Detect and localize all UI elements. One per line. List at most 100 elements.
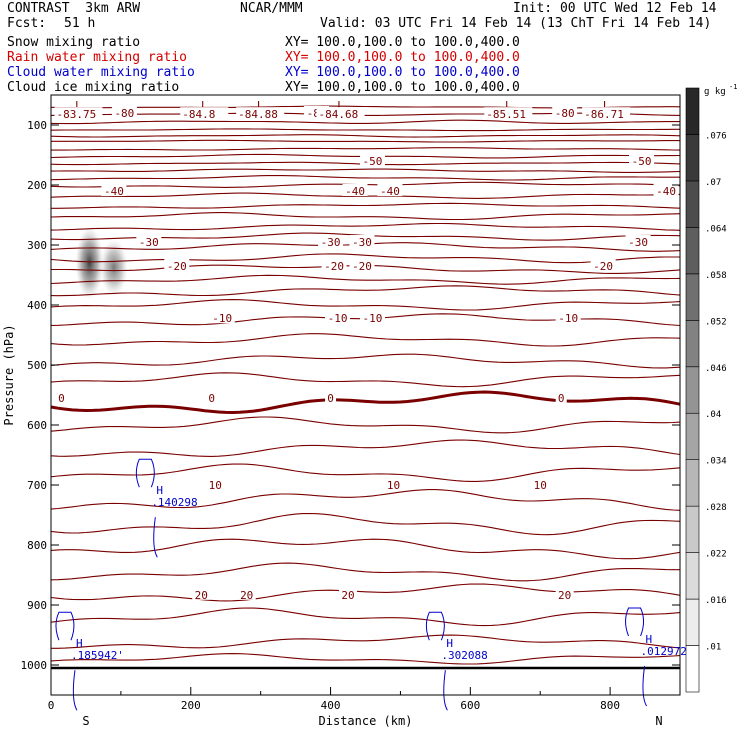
temperature-contour-line (51, 634, 681, 649)
y-axis-label: Pressure (hPa) (2, 324, 16, 425)
colorbar-label: .052 (705, 317, 727, 327)
temperature-contour-line (50, 134, 681, 138)
temperature-contour-line (50, 333, 681, 347)
contour-label-bg (349, 235, 375, 247)
contour-label: -10 (328, 312, 348, 325)
contour-label-bg (237, 587, 256, 600)
minimum-marker: L (257, 99, 264, 112)
contour-label: 20 (341, 589, 354, 602)
contour-label: -40 (380, 185, 400, 198)
contour-label: -20 (167, 260, 187, 273)
forecast-hour: 51 h (64, 16, 96, 31)
temperature-contour-line (50, 192, 681, 199)
contour-label-bg (342, 184, 368, 196)
maximum-value: .185942' (71, 649, 124, 662)
minimum-value: -85.51 (486, 108, 526, 121)
temperature-contour-line (51, 147, 681, 151)
y-tick-label: 700 (27, 479, 47, 492)
minimum-value: -86.71 (584, 108, 624, 121)
north-end-label: N (655, 714, 662, 728)
colorbar-segment (685, 227, 700, 275)
minimum-label-bg (236, 107, 285, 120)
colorbar: .01 .016 .022 .028 .034 .04 .046 .052 .058 .064 .0… (685, 83, 737, 693)
contour-label-bg (625, 235, 651, 247)
colorbar-segment (685, 273, 700, 321)
contour-label-bg (209, 311, 235, 324)
contour-label: -40 (345, 185, 365, 198)
temperature-contour-line (50, 285, 681, 297)
temperature-contour-line (50, 653, 681, 665)
colorbar-label: .034 (705, 457, 727, 467)
colorbar-segment (685, 87, 700, 135)
cloud-water-contour (625, 607, 647, 707)
contour-label: -80 (114, 107, 134, 120)
contour-label: 10 (387, 479, 400, 492)
contour-label-bg (192, 587, 211, 600)
colorbar-segment (685, 552, 700, 600)
temperature-contour-line (50, 607, 681, 627)
y-tick-label: 300 (27, 239, 47, 252)
contour-label-bg (318, 235, 344, 247)
contour-label-bg (359, 311, 385, 324)
minimum-label-bg (180, 107, 229, 120)
contour-label-bg (349, 259, 375, 271)
colorbar-segment (685, 505, 700, 553)
contour-annotations: -80-80-80-50-50-40-40-40-40-30-30-30-30-… (54, 99, 679, 602)
contour-label: -50 (632, 155, 652, 168)
field-name-cloud-water: Cloud water mixing ratio (7, 65, 195, 80)
contour-label: -30 (352, 236, 372, 249)
contour-label: 10 (534, 479, 547, 492)
colorbar-unit-exponent: -1 (729, 83, 737, 91)
y-tick-label: 400 (27, 299, 47, 312)
maximum-marker: H (646, 633, 653, 646)
contour-label: -30 (628, 236, 648, 249)
contour-label: -80 (555, 107, 575, 120)
maximum-value: .140298 (151, 496, 197, 509)
temperature-contour-line (50, 212, 681, 221)
colorbar-label: .076 (705, 131, 727, 141)
minimum-label-bg (316, 107, 365, 120)
south-end-label: S (82, 714, 89, 728)
contour-label: 10 (209, 479, 222, 492)
minimum-value: -84.68 (319, 108, 359, 121)
cloud-ice-blob (99, 239, 128, 296)
colorbar-label: .07 (705, 178, 721, 188)
contour-label-bg (555, 311, 581, 324)
contour-label-bg (590, 259, 616, 271)
contour-label-bg (111, 106, 137, 118)
contour-label: 20 (195, 589, 208, 602)
contour-label: -20 (352, 260, 372, 273)
model-title: CONTRAST 3km ARW (7, 1, 141, 16)
temperature-contour-line (50, 299, 681, 311)
maximum-value: .302088 (441, 649, 487, 662)
temperature-contour-line (50, 562, 680, 582)
colorbar-segment (685, 180, 700, 228)
temperature-contour-line (50, 512, 681, 536)
temperature-contour-line (51, 202, 681, 209)
temperature-contour-line (50, 538, 681, 560)
plot-frame (50, 94, 681, 696)
minimum-marker: L (337, 99, 344, 112)
y-tick-label: 100 (27, 119, 47, 132)
contour-label-bg (206, 391, 218, 403)
contour-label: -20 (593, 260, 613, 273)
temperature-contours (50, 105, 681, 670)
maximum-marker: H (446, 637, 453, 650)
contour-label-bg (653, 184, 679, 196)
contour-label-bg (552, 106, 578, 118)
temperature-contour-line (50, 353, 681, 369)
colorbar-segment (685, 134, 700, 182)
cloud-water-contour (135, 458, 158, 558)
valid-time: Valid: 03 UTC Fri 14 Feb 14 (13 ChT Fri … (320, 16, 712, 31)
contour-label: -30 (139, 236, 159, 249)
colorbar-label: .01 (705, 643, 721, 653)
minimum-label-bg (484, 107, 533, 120)
x-tick-label: 800 (600, 699, 620, 712)
colorbar-label: .064 (705, 224, 727, 234)
colorbar-segment (685, 320, 700, 368)
contour-label-bg (555, 391, 567, 403)
init-time: Init: 00 UTC Wed 12 Feb 14 (513, 1, 717, 16)
field-xy-cloud-ice: XY= 100.0,100.0 to 100.0,400.0 (285, 80, 520, 95)
